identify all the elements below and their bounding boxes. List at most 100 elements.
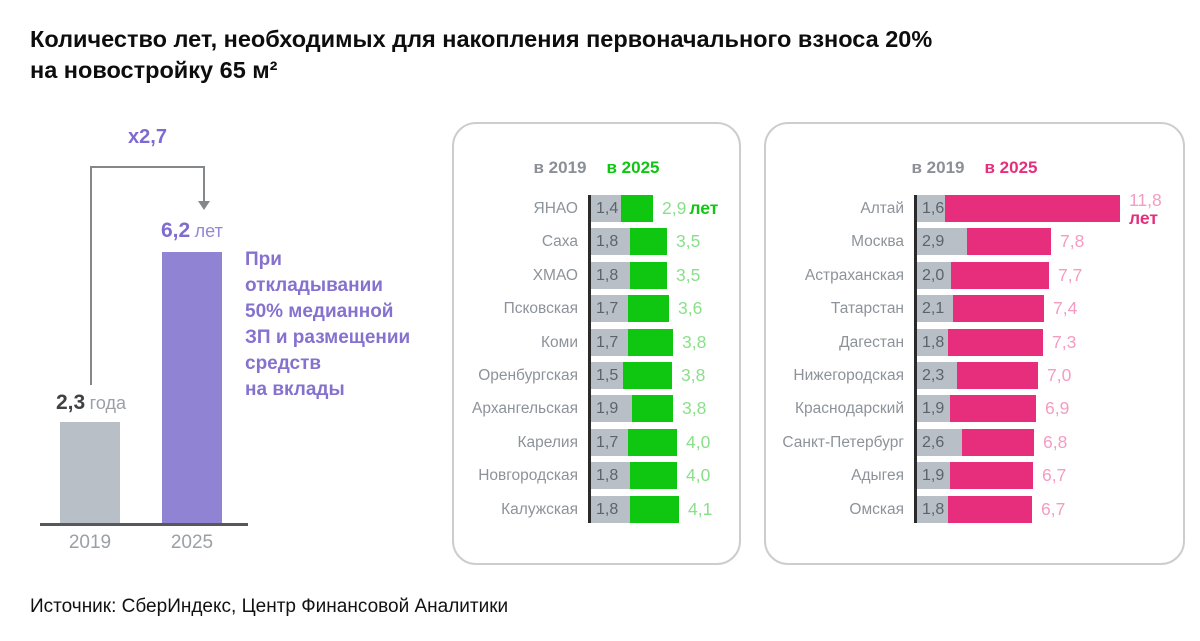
bar-2025-segment bbox=[948, 495, 1032, 523]
bar-2019-segment: 1,8 bbox=[591, 462, 630, 490]
region-label: Коми bbox=[541, 333, 578, 351]
value-label-2025: 3,8 bbox=[681, 364, 706, 385]
value-number: 11,8 bbox=[1129, 189, 1162, 210]
bar-2025-segment bbox=[630, 462, 677, 490]
region-label: Алтай bbox=[860, 200, 904, 217]
region-label: Омская bbox=[849, 500, 904, 518]
page-title: Количество лет, необходимых для накоплен… bbox=[30, 24, 1180, 86]
region-label: Оренбургская bbox=[478, 366, 578, 384]
bar-2025-segment bbox=[953, 295, 1044, 323]
bars-column: 1,4 2,9 лет 1,8 3,5 1,8 3,5 1,7 3,6 1,7 3,8 1,5 3,8 1… bbox=[588, 195, 718, 523]
bar-2019-segment: 1,4 bbox=[591, 195, 621, 222]
bar-row: 2,3 7,0 bbox=[917, 361, 1162, 389]
value-label-2025: 3,8 bbox=[682, 331, 707, 352]
bar-row: 1,8 6,7 bbox=[917, 495, 1162, 523]
bracket-line-left bbox=[90, 166, 92, 385]
value-label-2025: 3,8 bbox=[682, 398, 707, 419]
bar-2025-segment bbox=[967, 228, 1051, 256]
region-label: Карелия bbox=[517, 433, 578, 451]
bar-2019-segment: 1,6 bbox=[917, 195, 945, 222]
value-number: 2,9 bbox=[662, 198, 687, 218]
value-label-2025: 3,5 bbox=[676, 231, 701, 252]
value-label-2025: 11,8 лет bbox=[1129, 191, 1162, 227]
value-label-2025: 7,3 bbox=[1052, 331, 1077, 352]
region-label: Краснодарский bbox=[795, 400, 904, 418]
bar-2025-segment bbox=[957, 361, 1038, 389]
bar-row: 1,6 11,8 лет bbox=[917, 191, 1162, 227]
bar-table: ЯНАО Саха ХМАО Псковская Коми Оренбургская Арх… bbox=[454, 195, 739, 523]
legend: в 2019 в 2025 bbox=[454, 158, 739, 178]
bar-2019-segment: 1,8 bbox=[917, 328, 948, 356]
bar-2019-segment: 1,7 bbox=[591, 295, 628, 323]
value-label-2025: 6,7 bbox=[1041, 498, 1066, 519]
bar-row: 1,9 6,9 bbox=[917, 395, 1162, 423]
legend-2019: в 2019 bbox=[533, 158, 587, 177]
panel-regions-slowest: в 2019 в 2025 Алтай Москва Астраханская Тат… bbox=[764, 122, 1185, 565]
region-label: Архангельская bbox=[472, 400, 578, 418]
bar-2025-segment bbox=[962, 428, 1034, 456]
bar-2019-segment: 2,9 bbox=[917, 228, 967, 256]
bar-2019-segment: 1,5 bbox=[591, 361, 623, 389]
region-label: Псковская bbox=[503, 300, 578, 318]
bar-row: 2,1 7,4 bbox=[917, 295, 1162, 323]
value-label-2025: 4,1 bbox=[688, 498, 713, 519]
value-label-2025: 4,0 bbox=[686, 431, 711, 452]
value-label-2019: 2,3 года bbox=[56, 391, 126, 415]
x-axis-line bbox=[40, 523, 248, 526]
value-label-2025: 6,8 bbox=[1043, 431, 1068, 452]
bar-2025 bbox=[162, 252, 222, 523]
bar-row: 1,8 4,1 bbox=[591, 495, 718, 523]
legend-2019: в 2019 bbox=[911, 158, 965, 177]
legend: в 2019 в 2025 bbox=[766, 158, 1183, 178]
region-label: Дагестан bbox=[839, 333, 904, 351]
bar-2019-segment: 1,8 bbox=[591, 261, 630, 289]
value-label-2025: 2,9 лет bbox=[662, 198, 718, 219]
bar-2019-segment: 1,7 bbox=[591, 428, 628, 456]
bar-2025-segment bbox=[621, 195, 653, 222]
x-tick-2019: 2019 bbox=[68, 532, 112, 553]
region-label: Калужская bbox=[501, 500, 578, 518]
value-label-2025: 7,0 bbox=[1047, 364, 1072, 385]
bar-row: 1,7 4,0 bbox=[591, 428, 718, 456]
bars-column: 1,6 11,8 лет 2,9 7,8 2,0 7,7 2,1 7,4 1,8 7,3 2,3 7,0… bbox=[914, 191, 1162, 523]
value-label-2025: 4,0 bbox=[686, 465, 711, 486]
bar-row: 1,9 6,7 bbox=[917, 462, 1162, 490]
value-label-2025: 7,4 bbox=[1053, 298, 1078, 319]
bar-2025-segment bbox=[951, 261, 1049, 289]
region-label: Новгородская bbox=[478, 467, 578, 485]
arrow-down-icon bbox=[198, 201, 210, 210]
region-label: Астраханская bbox=[804, 266, 904, 284]
bar-2025-segment bbox=[623, 361, 672, 389]
bar-row: 1,8 4,0 bbox=[591, 462, 718, 490]
value-label-2025: 7,8 bbox=[1060, 231, 1085, 252]
value-2025-number: 6,2 bbox=[161, 219, 191, 242]
bracket-line-right bbox=[203, 166, 205, 202]
bar-2025-segment bbox=[630, 261, 667, 289]
bar-2025-segment bbox=[628, 295, 669, 323]
bar-row: 1,7 3,6 bbox=[591, 295, 718, 323]
panel-regions-fastest: в 2019 в 2025 ЯНАО Саха ХМАО Псковская Коми О… bbox=[452, 122, 741, 565]
region-label: Татарстан bbox=[830, 300, 904, 318]
value-2025-unit: лет bbox=[194, 221, 223, 241]
bar-table: Алтай Москва Астраханская Татарстан Дагестан… bbox=[766, 191, 1183, 523]
bar-2019-segment: 1,8 bbox=[591, 228, 630, 256]
bar-row: 2,9 7,8 bbox=[917, 228, 1162, 256]
legend-2025: в 2025 bbox=[984, 158, 1038, 177]
value-2019-number: 2,3 bbox=[56, 391, 86, 414]
bar-row: 2,0 7,7 bbox=[917, 261, 1162, 289]
value-label-2025: 3,6 bbox=[678, 298, 703, 319]
value-label-2025: 6,2 лет bbox=[161, 219, 223, 243]
bar-row: 1,8 3,5 bbox=[591, 228, 718, 256]
bar-2025-segment bbox=[630, 495, 679, 523]
bar-row: 1,9 3,8 bbox=[591, 395, 718, 423]
title-line-1: Количество лет, необходимых для накоплен… bbox=[30, 26, 933, 52]
bar-2019-segment: 1,7 bbox=[591, 328, 628, 356]
value-label-2025: 3,5 bbox=[676, 264, 701, 285]
x-tick-2025: 2025 bbox=[170, 532, 214, 553]
bar-2025-segment bbox=[628, 428, 677, 456]
bar-2019-segment: 2,1 bbox=[917, 295, 953, 323]
value-2019-unit: года bbox=[89, 393, 126, 413]
multiplier-label: x2,7 bbox=[128, 126, 167, 148]
legend-2025: в 2025 bbox=[606, 158, 660, 177]
